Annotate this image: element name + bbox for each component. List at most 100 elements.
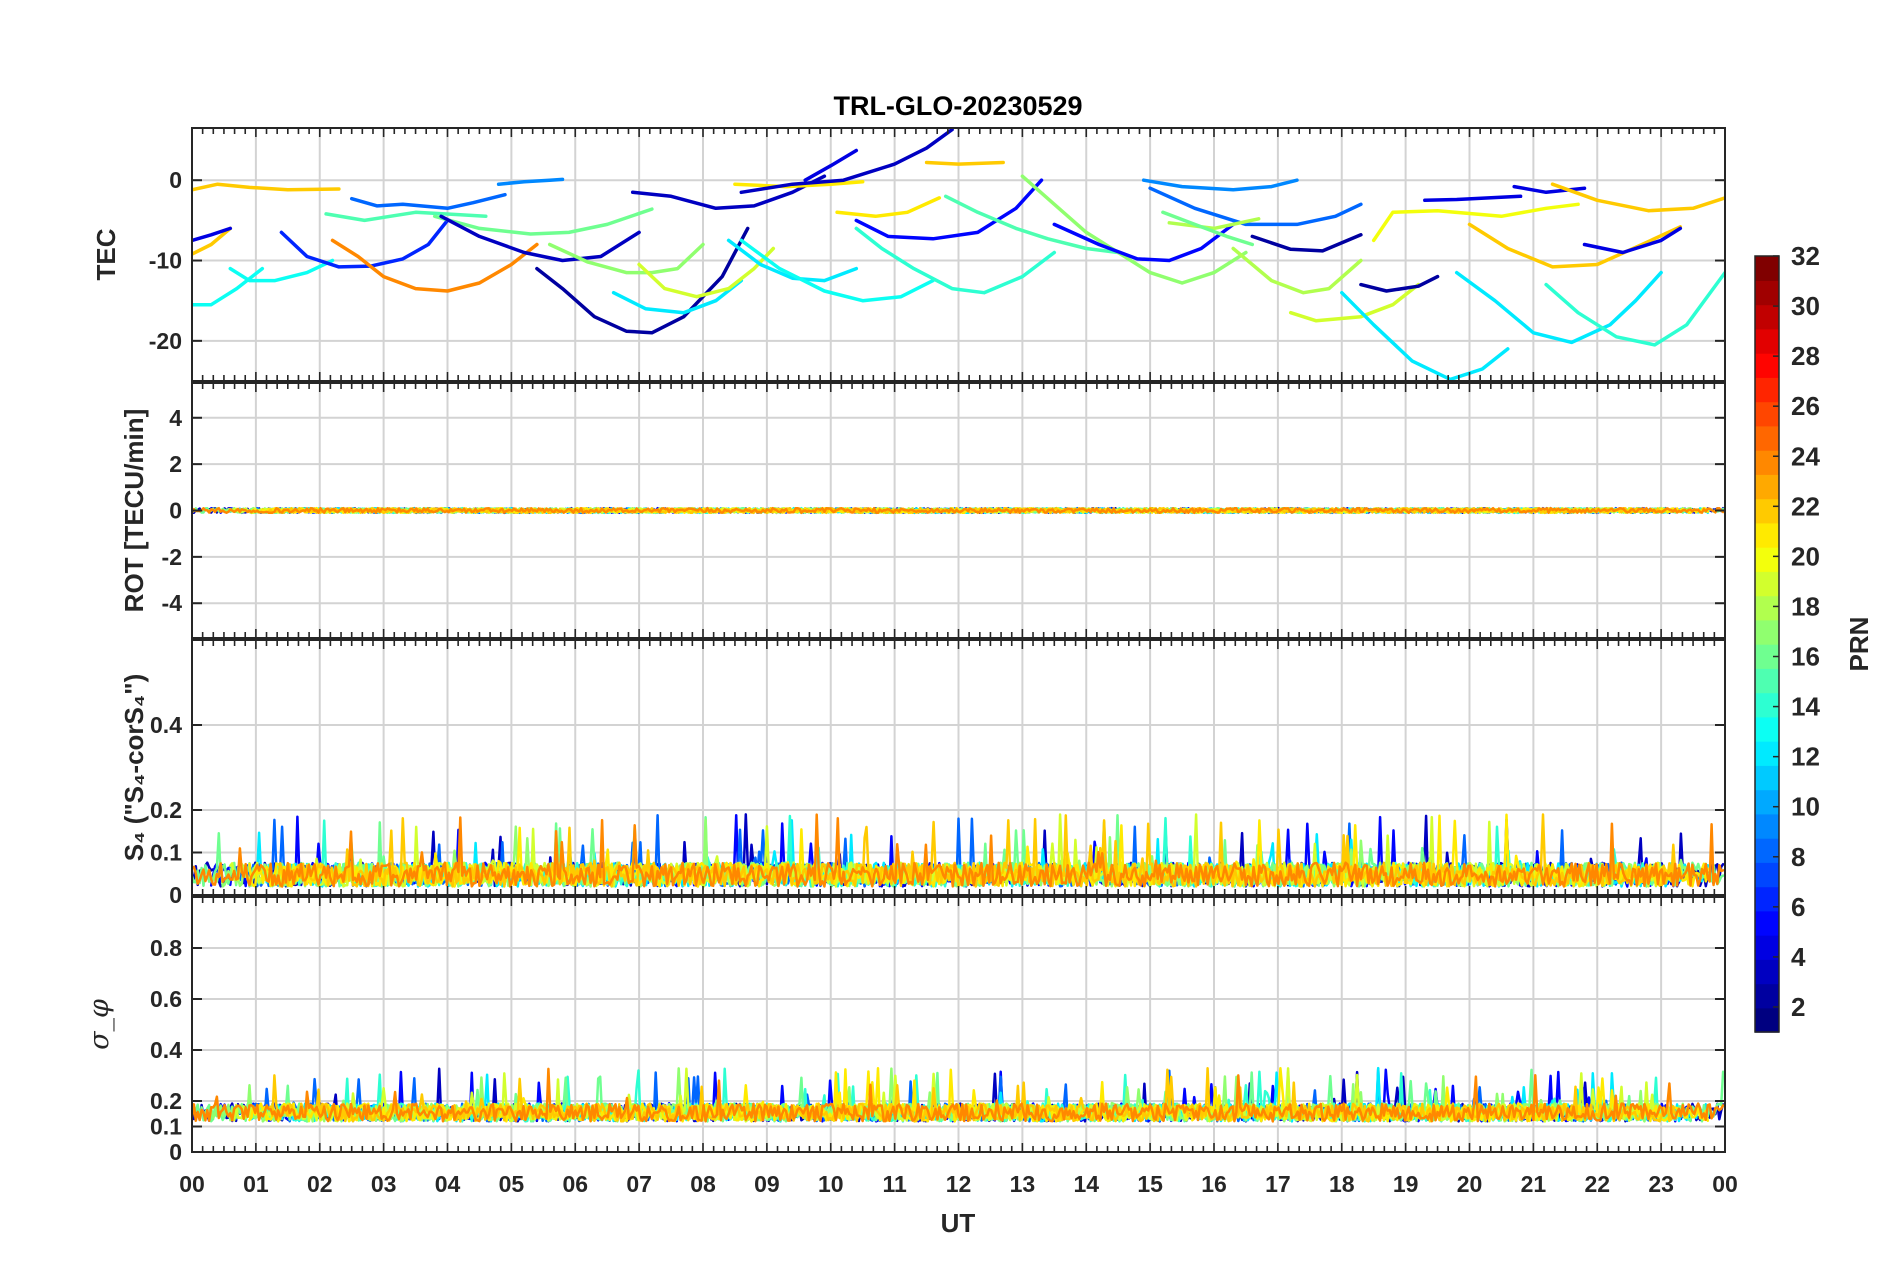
colorbar-tick-label: 32 [1791,241,1820,271]
series [192,813,1725,888]
y-tick-label: 0.4 [150,712,182,738]
x-axis-label: UT [941,1208,976,1238]
colorbar-segment [1755,328,1779,354]
y-ticks: -4 -2 0 2 4 [162,405,1725,616]
tec-arc-prn-18 [1231,246,1363,295]
y-ticks: 00.10.2 0.4 0.6 0.8 [150,935,1725,1165]
tec-arc-prn-22 [924,160,1005,166]
x-tick-label: 22 [1584,1171,1610,1197]
colorbar-segment [1755,692,1779,718]
tec-arc-prn-12 [726,238,859,283]
colorbar-tick-label: 22 [1791,491,1820,521]
colorbar-segment [1755,401,1779,427]
colorbar-segment [1755,619,1779,645]
tec-arc-prn-2 [1359,274,1440,293]
tec-arc-prn-5 [854,178,1044,241]
y-tick-label: 0.1 [150,840,182,866]
colorbar-tick-label: 18 [1791,591,1820,621]
panel-rot: -4 -2 0 2 4 [162,382,1726,639]
colorbar-segment [1755,959,1779,985]
tec-arc-prn-19 [1288,282,1421,323]
colorbar-tick-label: 20 [1791,541,1820,571]
colorbar-segment [1755,280,1779,306]
colorbar-segment [1755,886,1779,912]
y-tick-label: 0.2 [150,797,182,823]
colorbar-segment [1755,450,1779,475]
y-tick-label: 0 [169,882,182,908]
y-ticks: 0 0.1 0.2 0.4 [150,712,1725,908]
tec-arc-prn-16 [1161,210,1255,247]
x-tick-label: 15 [1137,1171,1163,1197]
colorbar-segment [1755,474,1779,500]
colorbar-segment [1755,353,1779,378]
tec-arc-prn-14 [854,226,1057,295]
y-tick-label: 0.1 [150,1114,182,1140]
tec-arc-prn-22 [1467,222,1683,269]
x-tick-label: 09 [754,1171,780,1197]
tec-arc-prn-21 [835,196,942,219]
colorbar-tick-label: 12 [1791,742,1820,772]
y-tick-label: 0.2 [150,1088,182,1114]
tec-arc-prn-4 [1582,226,1683,255]
tec-arc-prn-15 [943,194,1120,255]
y-tick-label: 2 [169,451,182,477]
sigma-series-prn-24 [192,1067,1725,1123]
x-tick-label: 20 [1457,1171,1483,1197]
x-ticks [191,128,1726,381]
tec-arc-prn-16 [432,207,654,236]
x-tick-label: 23 [1648,1171,1674,1197]
x-tick-label: 17 [1265,1171,1291,1197]
panel-sigma: 00.10.2 0.4 0.6 0.8 [150,896,1726,1165]
colorbar-segment [1755,765,1779,791]
colorbar-segment [1755,789,1779,815]
tec-arc-prn-22 [192,182,341,192]
series [192,506,1725,515]
y-tick-label: 4 [169,405,182,431]
x-tick-label: 10 [818,1171,844,1197]
tec-arc-prn-12 [1340,290,1510,381]
tec-arc-prn-22 [1550,182,1725,213]
colorbar-segment [1755,862,1779,888]
y-tick-label: 0 [169,167,182,193]
tec-arc-prn-8 [1148,186,1363,227]
tec-arc-prn-2 [1250,233,1363,253]
tec-arc-prn-12 [611,278,744,315]
colorbar-segment [1755,983,1779,1009]
panel-tec: -20 -10 0 [149,127,1726,382]
y-axis-label-s4: S₄ ("S₄-corS₄") [119,674,149,862]
colorbar-tick-label: 2 [1791,992,1805,1022]
x-tick-label: 03 [371,1171,397,1197]
tec-arc-prn-15 [324,210,488,223]
colorbar-label: PRN [1844,617,1874,672]
colorbar-tick-label: 4 [1791,942,1806,972]
tec-arc-prn-19 [637,246,776,299]
y-tick-label: -2 [162,544,182,570]
y-axis-label-rot: ROT [TECU/min] [119,409,149,613]
colorbar-segment [1755,595,1779,621]
tec-arc-prn-17 [547,242,705,275]
tec-arc-prn-18 [1167,217,1261,231]
y-axis-label-tec: TEC [91,228,121,280]
colorbar-segment [1755,716,1779,742]
colorbar-segment [1755,910,1779,936]
x-tick-label: 06 [562,1171,588,1197]
colorbar-segment [1755,571,1779,597]
x-tick-labels: 00 01 02 03 04 05 06 07 08 09 10 11 12 13 14 15 16 17 18 19… [179,1171,1738,1197]
tec-arc-prn-3 [739,128,954,195]
x-tick-label: 00 [179,1171,205,1197]
x-tick-label: 13 [1010,1171,1036,1197]
tec-arc-prn-3 [630,174,827,211]
y-tick-label: -20 [149,328,182,354]
colorbar-tick-label: 24 [1791,441,1820,471]
colorbar-segment [1755,377,1779,403]
x-tick-label: 12 [946,1171,972,1197]
y-tick-label: 0 [169,1139,182,1165]
y-tick-label: 0.4 [150,1037,182,1063]
tec-arc-prn-22 [192,226,233,256]
colorbar-segment [1755,256,1779,281]
y-ticks: -20 -10 0 [149,167,1725,354]
colorbar-tick-label: 6 [1791,892,1805,922]
tec-arc-prn-4 [192,226,233,243]
x-tick-label: 18 [1329,1171,1355,1197]
